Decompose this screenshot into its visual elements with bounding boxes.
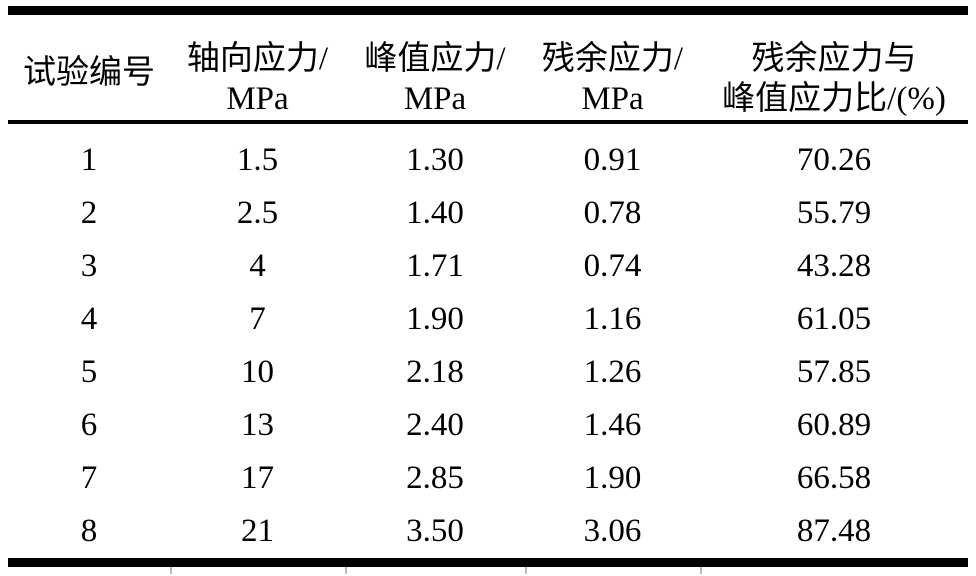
column-boundary-tick [345, 567, 347, 574]
header-test-number: 试验编号 [8, 11, 170, 123]
table-cell: 4 [249, 248, 266, 284]
header-label: 峰值应力比/(%) [722, 81, 946, 117]
table-cell: 7 [249, 301, 266, 337]
table-row: 4 7 1.90 1.16 61.05 [8, 293, 968, 346]
table-cell: 17 [241, 460, 274, 496]
table-cell: 66.58 [796, 460, 872, 496]
table-cell: 3.50 [406, 513, 464, 549]
table-cell: 1.46 [583, 407, 642, 443]
header-row: 试验编号 轴向应力/ MPa 峰值应力/ MPa [8, 11, 968, 123]
table-row: 2 2.5 1.40 0.78 55.79 [8, 187, 968, 240]
header-unit: MPa [226, 81, 289, 117]
table-cell: 10 [241, 354, 274, 390]
table-cell: 70.26 [796, 142, 872, 178]
header-unit: MPa [403, 81, 467, 117]
table-cell: 1.26 [583, 354, 642, 390]
header-unit: MPa [581, 81, 644, 117]
table-cell: 6 [80, 407, 98, 443]
header-residual-peak-ratio: 残余应力与 峰值应力比/(%) [700, 11, 968, 123]
table-cell: 1 [80, 142, 98, 178]
table-cell: 1.5 [236, 142, 279, 178]
header-residual-stress: 残余应力/ MPa [525, 11, 700, 123]
table-cell: 2.5 [236, 195, 279, 231]
header-label: 残余应力与 [751, 41, 917, 77]
table-cell: 1.71 [406, 248, 464, 284]
table-header: 试验编号 轴向应力/ MPa 峰值应力/ MPa [8, 11, 968, 123]
table-cell: 2.40 [406, 407, 464, 443]
table-row: 6 13 2.40 1.46 60.89 [8, 399, 968, 452]
table-cell: 5 [80, 354, 98, 390]
table-cell: 3.06 [583, 513, 642, 549]
table-cell: 43.28 [796, 248, 872, 284]
table-cell: 2.18 [406, 354, 464, 390]
table-cell: 1.40 [406, 195, 464, 231]
table-cell: 0.78 [583, 195, 642, 231]
header-label: 峰值应力/ [364, 41, 506, 77]
column-boundary-tick [525, 567, 527, 574]
table-cell: 3 [80, 248, 98, 284]
table-row: 7 17 2.85 1.90 66.58 [8, 452, 968, 505]
table-cell: 1.90 [583, 460, 642, 496]
table-row: 1 1.5 1.30 0.91 70.26 [8, 122, 968, 187]
header-label: 轴向应力/ [186, 41, 329, 77]
table-cell: 1.16 [583, 301, 642, 337]
table-cell: 55.79 [796, 195, 872, 231]
stress-results-table: 试验编号 轴向应力/ MPa 峰值应力/ MPa [8, 6, 968, 567]
table-cell: 61.05 [796, 301, 872, 337]
table-cell: 87.48 [796, 513, 872, 549]
table-cell: 2 [80, 195, 98, 231]
table-cell: 1.90 [406, 301, 464, 337]
table-cell: 2.85 [406, 460, 464, 496]
table-cell: 1.30 [406, 142, 464, 178]
column-boundary-tick [170, 567, 172, 574]
header-label: 试验编号 [23, 54, 155, 91]
table-cell: 13 [241, 407, 274, 443]
table-row: 5 10 2.18 1.26 57.85 [8, 346, 968, 399]
table-body: 1 1.5 1.30 0.91 70.26 2 2.5 1.40 0.78 55.79 3 4 1.71… [8, 122, 968, 563]
header-label: 残余应力/ [541, 41, 684, 77]
table-cell: 60.89 [796, 407, 872, 443]
table-cell: 8 [80, 513, 98, 549]
table-cell: 4 [80, 301, 98, 337]
table-cell: 57.85 [796, 354, 872, 390]
header-peak-stress: 峰值应力/ MPa [345, 11, 525, 123]
table-cell: 0.74 [583, 248, 642, 284]
table-row: 3 4 1.71 0.74 43.28 [8, 240, 968, 293]
table-row: 8 21 3.50 3.06 87.48 [8, 505, 968, 563]
column-boundary-tick [700, 567, 702, 574]
header-axial-stress: 轴向应力/ MPa [170, 11, 345, 123]
table-cell: 0.91 [583, 142, 642, 178]
table-cell: 21 [241, 513, 274, 549]
table-cell: 7 [80, 460, 98, 496]
